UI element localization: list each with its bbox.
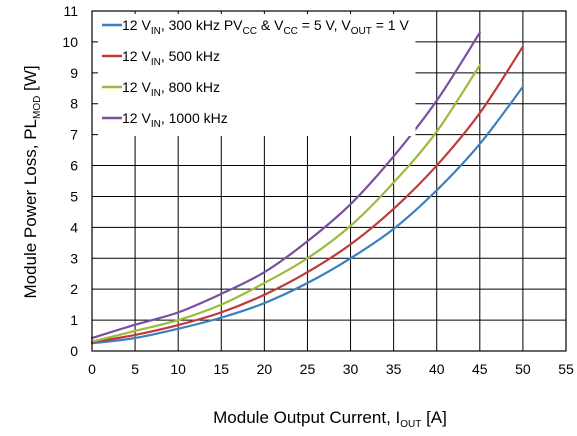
x-tick-label: 15: [213, 361, 229, 377]
y-tick-label: 8: [70, 96, 78, 112]
plot-frame: [91, 10, 567, 352]
y-tick-label: 3: [70, 250, 78, 266]
y-tick-label: 9: [70, 65, 78, 81]
x-tick-label: 45: [472, 361, 488, 377]
y-tick-label: 1: [70, 312, 78, 328]
x-tick-label: 5: [131, 361, 139, 377]
series-line-3: [90, 63, 481, 343]
x-tick-label: 35: [386, 361, 402, 377]
chart-legend: 12 VIN, 300 kHz PVCC & VCC = 5 V, VOUT =…: [98, 14, 416, 136]
x-tick-label: 10: [170, 361, 186, 377]
legend-label-2: 12 VIN, 500 kHz: [122, 48, 220, 68]
y-tick-label: 7: [70, 127, 78, 143]
y-tick-label: 10: [62, 34, 78, 50]
legend-background: [98, 14, 416, 136]
y-tick-label: 0: [70, 343, 78, 359]
y-tick-labels: 0 1 2 3 4 5 6 7 8 9 10 11: [62, 3, 78, 359]
y-axis-label: Module Power Loss, PLMOD [W]: [21, 65, 43, 298]
x-tick-label: 55: [558, 361, 574, 377]
x-tick-label: 20: [257, 361, 273, 377]
x-tick-labels: 0 5 10 15 20 25 30 35 40 45 50 55: [88, 361, 574, 377]
y-tick-label: 11: [63, 3, 78, 19]
y-tick-label: 4: [70, 219, 78, 235]
series-line-2: [90, 45, 525, 344]
x-tick-label: 25: [300, 361, 316, 377]
legend-label-3: 12 VIN, 800 kHz: [122, 79, 220, 99]
legend-label-1: 12 VIN, 300 kHz PVCC & VCC = 5 V, VOUT =…: [122, 17, 409, 37]
x-axis-label: Module Output Current, IOUT [A]: [213, 408, 447, 430]
y-tick-label: 6: [70, 158, 78, 174]
x-tick-label: 0: [88, 361, 96, 377]
x-tick-label: 40: [429, 361, 445, 377]
x-tick-label: 50: [515, 361, 531, 377]
legend-label-4: 12 VIN, 1000 kHz: [122, 110, 228, 130]
chart-series: [90, 31, 525, 345]
series-line-1: [90, 85, 525, 345]
x-tick-label: 30: [343, 361, 359, 377]
y-tick-label: 2: [70, 281, 78, 297]
series-line-4: [90, 31, 481, 340]
y-tick-label: 5: [70, 188, 78, 204]
